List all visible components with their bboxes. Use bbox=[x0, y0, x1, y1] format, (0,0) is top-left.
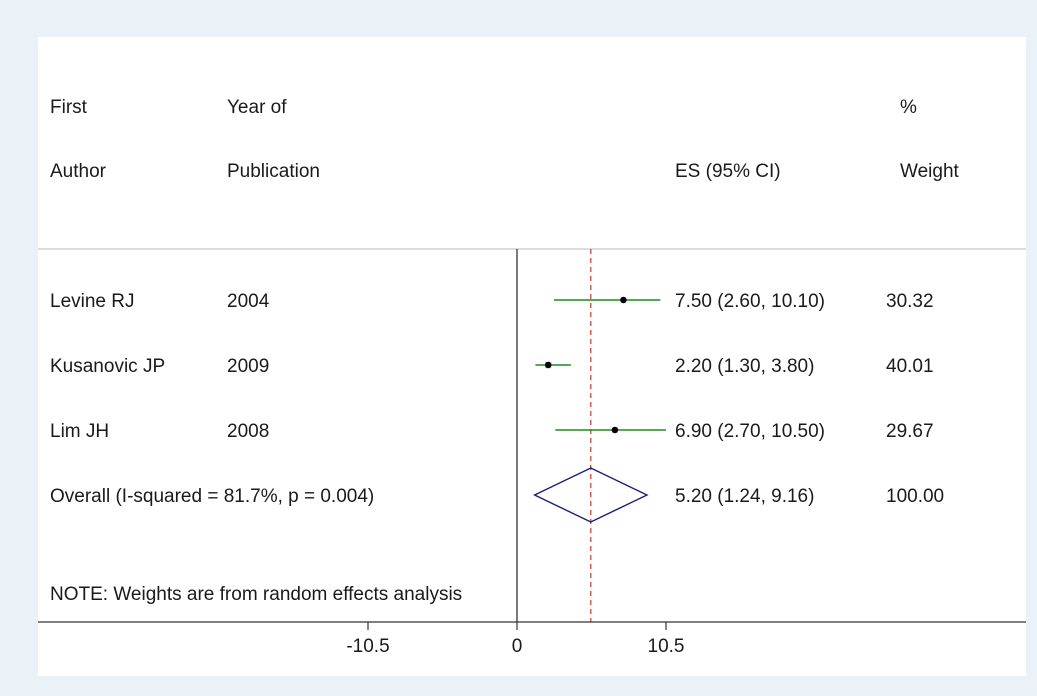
study-es-label: 6.90 (2.70, 10.50) bbox=[675, 421, 825, 442]
header-first: First bbox=[50, 97, 88, 118]
header-year-of: Year of bbox=[227, 97, 287, 118]
forest-plot: First Author Year of Publication ES (95%… bbox=[38, 97, 1026, 657]
header-weight: Weight bbox=[900, 161, 960, 182]
overall-label: Overall (I-squared = 81.7%, p = 0.004) bbox=[50, 486, 374, 507]
forest-marks: -10.5 0 10.5 bbox=[38, 249, 1026, 657]
study-year: 2009 bbox=[227, 356, 269, 377]
header-percent: % bbox=[900, 97, 917, 118]
study-weight: 29.67 bbox=[886, 421, 934, 442]
study-year: 2004 bbox=[227, 291, 270, 312]
forest-plot-panel: First Author Year of Publication ES (95%… bbox=[38, 37, 1026, 676]
header-es-ci: ES (95% CI) bbox=[675, 161, 781, 182]
overall-es-label: 5.20 (1.24, 9.16) bbox=[675, 486, 814, 507]
study-weight: 40.01 bbox=[886, 356, 934, 377]
x-axis-tick-label: 0 bbox=[512, 636, 523, 657]
overall-weight: 100.00 bbox=[886, 486, 944, 507]
x-axis-tick-label: 10.5 bbox=[648, 636, 685, 657]
study-es-label: 2.20 (1.30, 3.80) bbox=[675, 356, 814, 377]
study-point bbox=[545, 361, 552, 369]
study-year: 2008 bbox=[227, 421, 269, 442]
study-author: Levine RJ bbox=[50, 291, 135, 312]
overall-diamond bbox=[532, 467, 649, 523]
study-es-label: 7.50 (2.60, 10.10) bbox=[675, 291, 825, 312]
header-author: Author bbox=[50, 161, 107, 182]
study-author: Kusanovic JP bbox=[50, 356, 165, 377]
study-point bbox=[611, 426, 619, 434]
study-author: Lim JH bbox=[50, 421, 109, 442]
header-publication: Publication bbox=[227, 161, 320, 182]
study-point bbox=[620, 296, 627, 304]
study-weight: 30.32 bbox=[886, 291, 934, 312]
weights-note: NOTE: Weights are from random effects an… bbox=[50, 584, 462, 605]
x-axis-tick-label: -10.5 bbox=[346, 636, 389, 657]
